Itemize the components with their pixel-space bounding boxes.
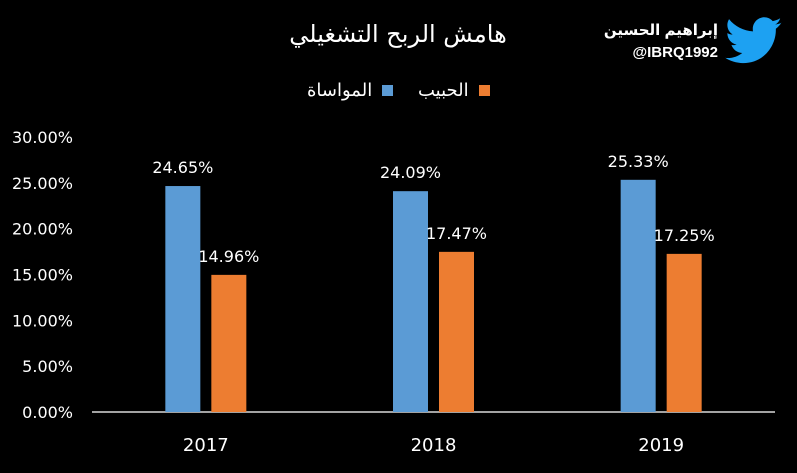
author-block: إبراهيم الحسين @IBRQ1992: [600, 22, 718, 62]
legend: المواساة الحبيب: [0, 75, 797, 105]
y-tick-label: 20.00%: [12, 220, 73, 239]
y-tick-label: 10.00%: [12, 311, 73, 330]
legend-item-series-1: المواساة: [307, 75, 394, 105]
bar-series-1-2017: [165, 186, 201, 412]
legend-swatch-series-1: [382, 84, 394, 96]
legend-swatch-series-2: [478, 84, 490, 96]
bar-series-2-2017: [211, 274, 247, 412]
y-tick-label: 15.00%: [12, 266, 73, 285]
x-tick-label: 2018: [411, 435, 457, 456]
legend-item-series-2: الحبيب: [418, 75, 490, 105]
data-label-series-2-2017: 14.96%: [198, 247, 259, 266]
bar-series-1-2019: [620, 179, 656, 412]
twitter-bird-icon: [725, 17, 782, 64]
legend-label-series-2: الحبيب: [418, 79, 469, 101]
x-tick-label: 2017: [183, 435, 229, 456]
y-tick-label: 25.00%: [12, 174, 73, 193]
bar-series-1-2018: [393, 191, 428, 412]
data-label-series-1-2018: 24.09%: [380, 163, 441, 182]
data-label-series-1-2019: 25.33%: [608, 152, 669, 171]
author-name: إبراهيم الحسين: [603, 22, 718, 39]
data-label-series-1-2017: 24.65%: [152, 158, 213, 177]
data-label-series-2-2018: 17.47%: [426, 224, 487, 243]
author-handle: @IBRQ1992: [632, 44, 719, 61]
legend-label-series-1: المواساة: [307, 79, 373, 101]
bar-series-2-2019: [666, 253, 702, 412]
x-tick-label: 2019: [638, 435, 684, 456]
bar-series-2-2018: [439, 251, 474, 412]
y-tick-label: 30.00%: [12, 128, 73, 147]
y-tick-label: 0.00%: [22, 403, 73, 422]
data-label-series-2-2019: 17.25%: [654, 226, 715, 245]
chart-title: هامش الربح التشغيلي: [289, 20, 507, 48]
y-tick-label: 5.00%: [22, 357, 73, 376]
